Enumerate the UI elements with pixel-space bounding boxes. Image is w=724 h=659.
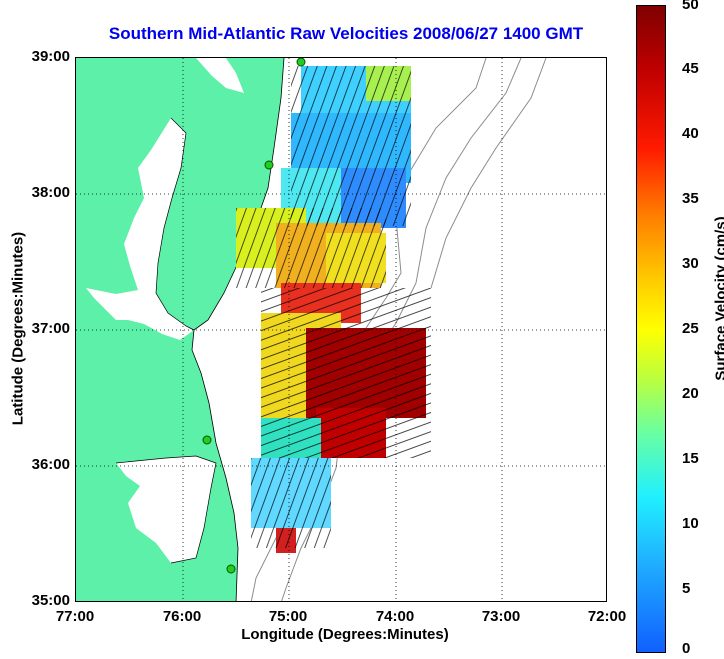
radar-sites <box>202 58 306 574</box>
map-svg <box>76 58 606 601</box>
y-tick-label: 38:00 <box>31 184 70 201</box>
colorbar-label: Surface Velocity (cm/s) <box>712 216 724 381</box>
y-tick-label: 37:00 <box>31 320 70 337</box>
colorbar-tick: 30 <box>682 255 699 272</box>
colorbar-tick: 40 <box>682 125 699 142</box>
colorbar-tick: 0 <box>682 640 691 657</box>
radar-site-marker <box>296 58 306 67</box>
colorbar-tick: 20 <box>682 385 699 402</box>
x-tick-label: 75:00 <box>268 608 308 625</box>
map-plot-area <box>75 57 607 602</box>
map-title: Southern Mid-Atlantic Raw Velocities 200… <box>108 24 584 43</box>
colorbar-tick: 50 <box>682 0 699 13</box>
x-tick-label: 74:00 <box>375 608 415 625</box>
x-tick-label: 76:00 <box>162 608 202 625</box>
radar-site-marker <box>202 435 212 445</box>
radar-site-marker <box>226 564 236 574</box>
grid-lines <box>76 58 606 601</box>
x-tick-label: 73:00 <box>481 608 521 625</box>
y-tick-label: 39:00 <box>31 48 70 65</box>
x-tick-label: 77:00 <box>55 608 95 625</box>
radar-site-marker <box>264 160 274 170</box>
x-axis-label: Longitude (Degrees:Minutes) <box>241 626 449 643</box>
colorbar-tick: 5 <box>682 580 691 597</box>
colorbar-tick: 45 <box>682 60 699 77</box>
colorbar <box>636 5 666 653</box>
y-tick-label: 36:00 <box>31 456 70 473</box>
x-tick-label: 72:00 <box>587 608 627 625</box>
colorbar-tick: 10 <box>682 515 699 532</box>
velocity-vectors <box>236 66 431 548</box>
colorbar-tick: 15 <box>682 450 699 467</box>
colorbar-tick: 35 <box>682 190 699 207</box>
colorbar-tick: 25 <box>682 320 699 337</box>
y-tick-label: 35:00 <box>31 592 70 609</box>
y-axis-label: Latitude (Degrees:Minutes) <box>9 231 27 426</box>
